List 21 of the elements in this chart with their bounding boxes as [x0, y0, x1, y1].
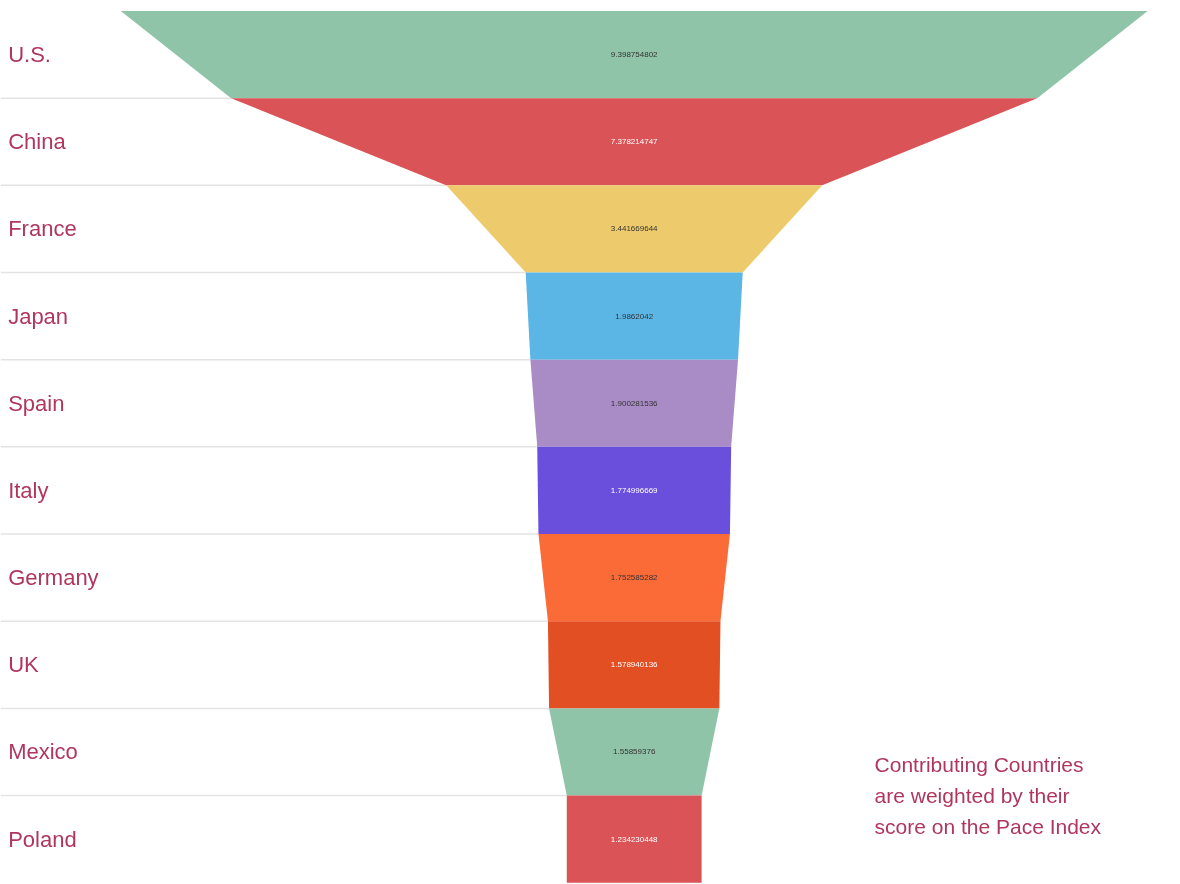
- category-label: Spain: [8, 390, 65, 416]
- data-label: 1.752585282: [610, 573, 659, 583]
- data-label: 3.441669644: [610, 224, 659, 234]
- category-label: China: [8, 129, 67, 155]
- text: Contributing Countries are weighted by their score on the Pace Index: [874, 753, 1102, 839]
- category-label: Germany: [8, 565, 99, 591]
- category-label: Japan: [8, 303, 69, 329]
- category-label: France: [8, 216, 77, 242]
- data-label: 7.378214747: [610, 137, 659, 147]
- data-label: 1.774996669: [610, 485, 659, 495]
- data-label: 1.900281536: [610, 398, 659, 408]
- data-label: 1.9862042: [615, 311, 654, 321]
- category-label: U.S.: [8, 42, 51, 68]
- category-label: UK: [8, 652, 40, 678]
- data-label: 1.55859376: [613, 747, 656, 757]
- category-label: Mexico: [8, 739, 78, 765]
- category-label: Italy: [8, 477, 49, 503]
- data-label: 1.234230448: [610, 834, 659, 844]
- category-label: Poland: [8, 826, 77, 852]
- data-label: 1.578940136: [610, 660, 659, 670]
- data-label: 9.398754802: [610, 50, 659, 60]
